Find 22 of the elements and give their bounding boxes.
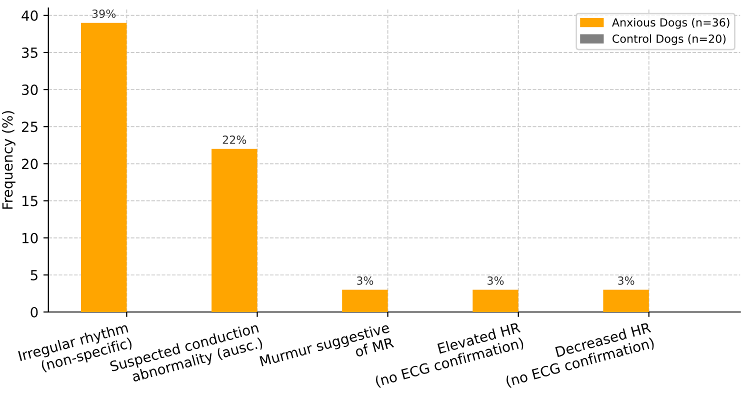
data-label: 39% xyxy=(92,9,116,18)
data-label: 3% xyxy=(356,276,374,285)
y-tick-label: 35 xyxy=(22,47,38,58)
bar xyxy=(342,290,388,312)
y-tick-label: 15 xyxy=(22,196,38,206)
y-tick-label: 20 xyxy=(22,158,38,170)
data-label: 3% xyxy=(488,276,504,285)
bar xyxy=(472,290,518,312)
legend-label: Anxious Dogs (n=36) xyxy=(612,18,730,29)
y-tick-label: 5 xyxy=(30,270,38,280)
y-tick-label: 30 xyxy=(22,84,38,96)
bar xyxy=(603,290,649,312)
y-tick-label: 40 xyxy=(22,10,38,21)
bar xyxy=(212,148,258,312)
y-tick-label: 25 xyxy=(22,122,38,132)
bar xyxy=(81,22,127,312)
data-label: 3% xyxy=(618,276,634,285)
data-label: 22% xyxy=(222,136,246,144)
y-tick-label: 10 xyxy=(22,232,38,244)
y-axis-title: Frequency (%) xyxy=(2,111,16,209)
legend-label: Control Dogs (n=20) xyxy=(612,34,726,46)
y-tick-label: 0 xyxy=(30,306,38,318)
